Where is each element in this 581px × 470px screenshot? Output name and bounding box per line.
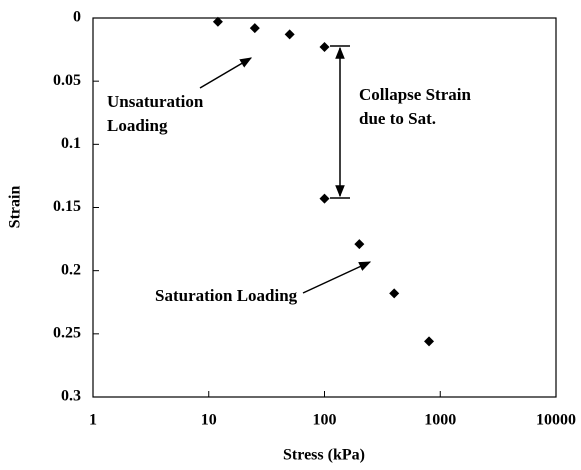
x-tick-label: 100 [313, 412, 337, 429]
annotation: Saturation Loading [155, 286, 298, 305]
annotation: Collapse Strain [359, 85, 471, 104]
point [212, 16, 223, 27]
point [249, 23, 260, 34]
point [284, 29, 295, 40]
y-tick-label: 0.1 [61, 135, 81, 152]
x-tick-label: 10000 [536, 412, 576, 429]
x-tick-label: 1 [89, 412, 97, 429]
x-tick-label: 1000 [424, 412, 456, 429]
point [424, 336, 435, 347]
point [319, 42, 330, 53]
arrow [199, 57, 253, 89]
point [354, 239, 365, 250]
annotation: Unsaturation [107, 92, 204, 111]
y-tick-label: 0.15 [53, 198, 81, 215]
y-tick-label: 0.3 [61, 388, 81, 405]
point [389, 288, 400, 299]
x-axis-title: Stress (kPa) [283, 447, 365, 464]
y-tick-label: 0.05 [53, 72, 81, 89]
annotation: due to Sat. [359, 109, 436, 128]
x-tick-label: 10 [201, 412, 217, 429]
y-tick-label: 0 [73, 9, 81, 26]
annotation: Loading [107, 116, 168, 135]
arrow [302, 261, 372, 294]
point [319, 193, 330, 204]
y-tick-label: 0.25 [53, 325, 81, 342]
y-tick-label: 0.2 [61, 261, 81, 278]
plot-frame [92, 17, 557, 398]
y-axis-title: Strain [7, 186, 24, 229]
